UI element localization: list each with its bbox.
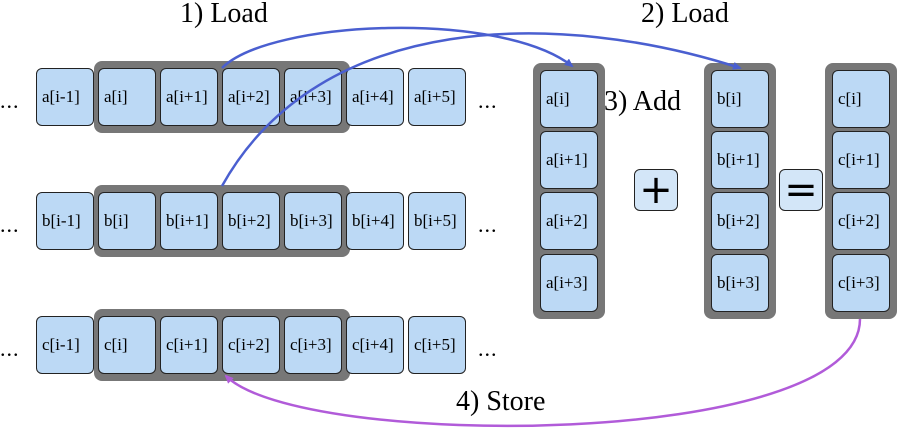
a-row-trailing-ellipsis: ...: [478, 88, 498, 113]
a-register-cell: a[i+1]: [540, 131, 598, 189]
a-cell: a[i+4]: [346, 68, 404, 126]
b-register-cell: b[i+3]: [711, 254, 769, 312]
load-2-label: 2) Load: [641, 0, 729, 29]
equals-operator: =: [779, 169, 823, 211]
c-register-cell: c[i+2]: [832, 192, 890, 250]
store-arrow: [224, 318, 862, 428]
c-cell: c[i+3]: [284, 316, 342, 374]
b-cell: b[i+5]: [408, 192, 466, 250]
b-cell: b[i+1]: [160, 192, 218, 250]
b-register-cell: b[i+1]: [711, 131, 769, 189]
c-register-cell: c[i]: [832, 70, 890, 128]
c-cell: c[i+4]: [346, 316, 404, 374]
b-cell: b[i-1]: [36, 192, 94, 250]
b-register-cell: b[i+2]: [711, 192, 769, 250]
b-register-cell: b[i]: [711, 70, 769, 128]
b-cell: b[i]: [98, 192, 156, 250]
load-1-arrow: [221, 26, 574, 69]
a-cell: a[i+5]: [408, 68, 466, 126]
a-register-cell: a[i+2]: [540, 192, 598, 250]
c-cell: c[i-1]: [36, 316, 94, 374]
a-row-leading-ellipsis: ...: [0, 88, 20, 113]
plus-operator: +: [634, 169, 678, 211]
c-cell: c[i]: [98, 316, 156, 374]
a-register-cell: a[i]: [540, 70, 598, 128]
c-row-leading-ellipsis: ...: [0, 336, 20, 361]
load-2-arrow: [220, 32, 742, 187]
a-cell: a[i+2]: [222, 68, 280, 126]
c-row-trailing-ellipsis: ...: [478, 336, 498, 361]
c-register-cell: c[i+3]: [832, 254, 890, 312]
store-label: 4) Store: [456, 386, 546, 417]
b-row-trailing-ellipsis: ...: [478, 212, 498, 237]
b-row-leading-ellipsis: ...: [0, 212, 20, 237]
b-cell: b[i+4]: [346, 192, 404, 250]
c-cell: c[i+2]: [222, 316, 280, 374]
add-label: 3) Add: [604, 86, 681, 117]
b-cell: b[i+3]: [284, 192, 342, 250]
c-cell: c[i+5]: [408, 316, 466, 374]
b-cell: b[i+2]: [222, 192, 280, 250]
a-cell: a[i-1]: [36, 68, 94, 126]
c-cell: c[i+1]: [160, 316, 218, 374]
a-register-cell: a[i+3]: [540, 254, 598, 312]
a-cell: a[i+1]: [160, 68, 218, 126]
load-1-label: 1) Load: [180, 0, 268, 29]
c-register-cell: c[i+1]: [832, 131, 890, 189]
a-cell: a[i]: [98, 68, 156, 126]
